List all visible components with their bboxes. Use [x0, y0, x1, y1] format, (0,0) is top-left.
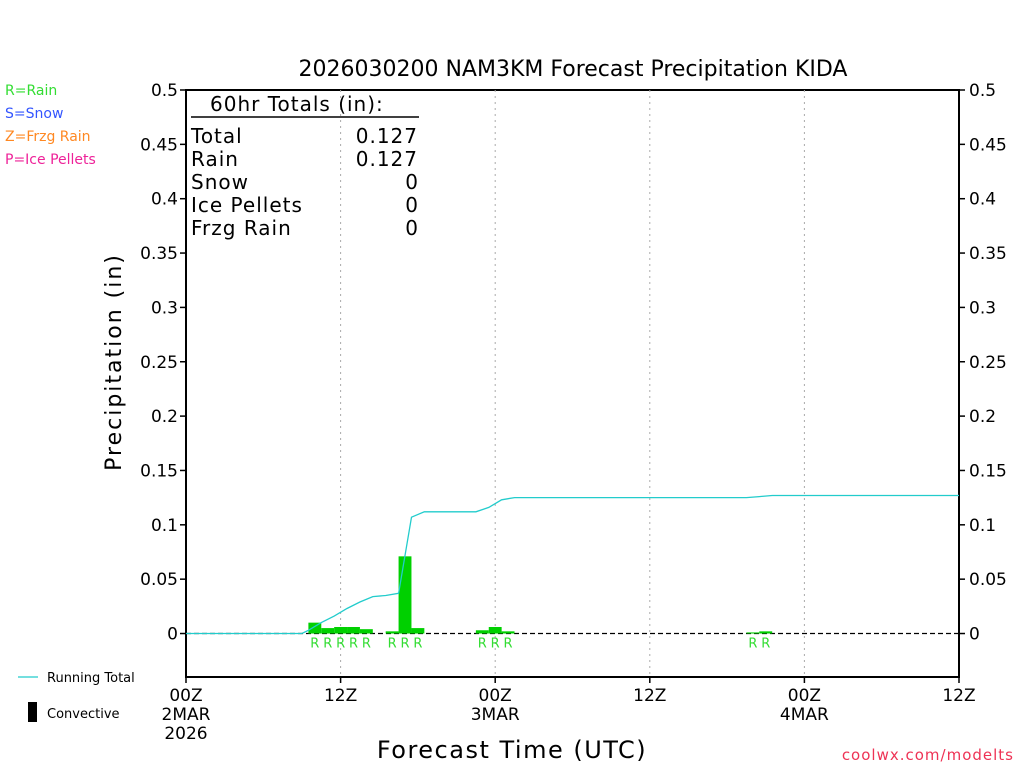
- totals-frzg-rain-label: Frzg Rain: [191, 216, 292, 240]
- plot-frame: [185, 89, 960, 678]
- legend-rain: R=Rain: [5, 83, 57, 99]
- precip-bar: [334, 626, 348, 634]
- precip-type-label: R: [761, 637, 770, 652]
- type-legend: R=Rain S=Snow Z=Frzg Rain P=Ice Pellets: [5, 83, 96, 168]
- x-tick-label: 12Z: [633, 686, 666, 706]
- totals-ice-pellets-value: 0: [405, 193, 418, 217]
- x-tick-label: 00Z: [169, 686, 202, 706]
- convective-legend-swatch: [28, 702, 37, 722]
- running-total-line: [186, 494, 959, 635]
- x-tick-label: 00Z: [788, 686, 821, 706]
- precip-type-label: R: [491, 637, 500, 652]
- legend-ice-pellets: P=Ice Pellets: [5, 152, 96, 168]
- series-legend: Running Total Convective: [18, 671, 135, 722]
- legend-snow: S=Snow: [5, 106, 63, 122]
- y-tick-label-right: 0.3: [969, 298, 996, 318]
- y-ticks: 0 00.05 0.050.1 0.10.15 0.150.2 0.20.25 0.250.…: [140, 81, 1007, 645]
- y-tick-label-right: 0.35: [969, 244, 1007, 264]
- y-tick-label-left: 0.2: [151, 407, 178, 427]
- x-tick-year: 2026: [164, 724, 207, 744]
- totals-snow-label: Snow: [191, 170, 249, 194]
- precip-bar: [321, 628, 335, 634]
- totals-box: 60hr Totals (in): Total 0.127 Rain 0.127…: [190, 92, 419, 240]
- precip-type-label: R: [413, 637, 422, 652]
- chart-title: 2026030200 NAM3KM Forecast Precipitation…: [299, 57, 848, 82]
- y-tick-label-left: 0.4: [151, 190, 178, 210]
- precip-bar: [475, 630, 489, 634]
- legend-frzg-rain: Z=Frzg Rain: [5, 129, 91, 145]
- y-tick-label-right: 0.05: [969, 570, 1007, 590]
- x-tick-label: 12Z: [324, 686, 357, 706]
- y-axis-label: Precipitation (in): [102, 253, 127, 471]
- precip-bar: [308, 622, 322, 634]
- y-tick-label-right: 0.4: [969, 190, 996, 210]
- running-total-layer: [186, 494, 959, 635]
- precip-bar: [385, 631, 399, 634]
- precip-bar: [759, 631, 773, 634]
- totals-frzg-rain-value: 0: [405, 216, 418, 240]
- precip-type-label: R: [478, 637, 487, 652]
- y-tick-label-right: 0.15: [969, 461, 1007, 481]
- y-tick-label-left: 0.45: [140, 135, 178, 155]
- precip-bar: [398, 556, 412, 634]
- y-tick-label-right: 0.45: [969, 135, 1007, 155]
- y-tick-label-right: 0.5: [969, 81, 996, 101]
- totals-snow-value: 0: [405, 170, 418, 194]
- y-tick-label-right: 0: [969, 625, 980, 645]
- precip-type-label: R: [323, 637, 332, 652]
- totals-total-label: Total: [190, 124, 243, 148]
- x-tick-date: 2MAR: [162, 705, 211, 725]
- totals-rain-value: 0.127: [356, 147, 418, 171]
- totals-rain-label: Rain: [191, 147, 239, 171]
- x-axis-label: Forecast Time (UTC): [377, 736, 647, 764]
- precip-type-label: R: [336, 637, 345, 652]
- precip-type-label: R: [748, 637, 757, 652]
- running-total-legend-label: Running Total: [47, 671, 135, 686]
- x-tick-date: 3MAR: [471, 705, 520, 725]
- precip-type-label: R: [400, 637, 409, 652]
- precip-bar: [347, 626, 360, 634]
- gridlines: [186, 90, 959, 677]
- precip-type-label: R: [362, 637, 371, 652]
- y-tick-label-left: 0.5: [151, 81, 178, 101]
- convective-legend-label: Convective: [47, 707, 120, 722]
- y-tick-label-left: 0.25: [140, 353, 178, 373]
- precip-type-label: R: [388, 637, 397, 652]
- x-tick-label: 12Z: [942, 686, 975, 706]
- precip-bar: [501, 631, 515, 634]
- precip-type-label: R: [349, 637, 358, 652]
- bars: [308, 556, 773, 634]
- y-tick-label-left: 0.15: [140, 461, 178, 481]
- credit-text: coolwx.com/modelts: [842, 746, 1014, 764]
- totals-total-value: 0.127: [356, 124, 418, 148]
- precip-bar: [488, 626, 502, 634]
- x-tick-label: 00Z: [479, 686, 512, 706]
- totals-ice-pellets-label: Ice Pellets: [191, 193, 303, 217]
- y-tick-label-left: 0.1: [151, 516, 178, 536]
- y-tick-label-left: 0: [167, 625, 178, 645]
- y-tick-label-left: 0.35: [140, 244, 178, 264]
- y-tick-label-right: 0.1: [969, 516, 996, 536]
- y-tick-label-left: 0.3: [151, 298, 178, 318]
- y-tick-label-left: 0.05: [140, 570, 178, 590]
- precip-bar: [746, 632, 760, 634]
- precip-type-label: R: [310, 637, 319, 652]
- y-tick-label-right: 0.25: [969, 353, 1007, 373]
- precip-bar: [411, 628, 425, 634]
- precip-bar: [359, 629, 373, 634]
- totals-header: 60hr Totals (in):: [210, 92, 384, 116]
- y-tick-label-right: 0.2: [969, 407, 996, 427]
- precip-type-label: R: [504, 637, 513, 652]
- x-tick-date: 4MAR: [780, 705, 829, 725]
